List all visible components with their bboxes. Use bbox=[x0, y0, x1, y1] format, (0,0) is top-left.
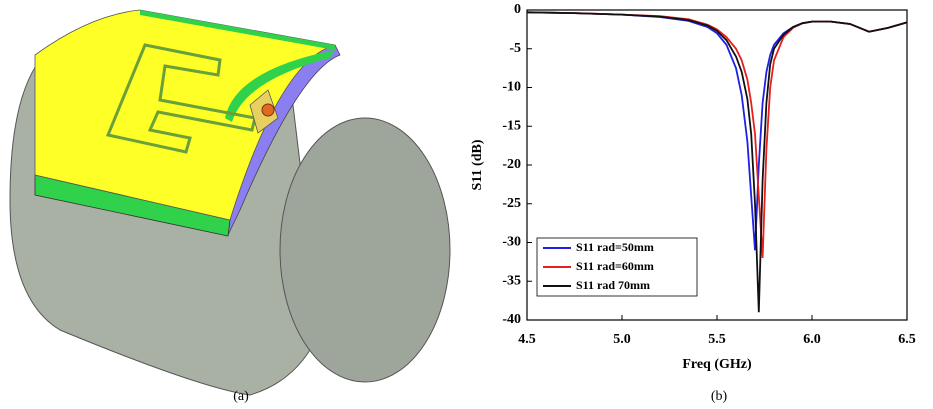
x-axis-label: Freq (GHz) bbox=[682, 357, 752, 372]
legend-label: S11 rad=50mm bbox=[576, 240, 654, 254]
series-line bbox=[527, 12, 907, 258]
y-tick-label: -35 bbox=[502, 273, 521, 288]
x-tick-label: 5.5 bbox=[708, 332, 726, 347]
antenna-illustration bbox=[10, 10, 450, 395]
caption: (b) bbox=[711, 389, 728, 404]
y-tick-label: -25 bbox=[502, 196, 521, 211]
y-tick-label: -20 bbox=[502, 157, 521, 172]
legend-label: S11 rad=60mm bbox=[576, 259, 654, 273]
legend-label: S11 rad 70mm bbox=[576, 278, 650, 292]
y-tick-label: -10 bbox=[502, 80, 521, 95]
x-tick-label: 6.0 bbox=[803, 332, 821, 347]
x-tick-label: 6.5 bbox=[898, 332, 916, 347]
caption: (a) bbox=[233, 389, 249, 404]
figure: (a) (b) Freq (GHz) S11 (dB) 0 -5 -10 -15 -20… bbox=[0, 0, 933, 409]
x-tick-label: 5.0 bbox=[613, 332, 631, 347]
series-line bbox=[527, 12, 907, 250]
y-tick-label: -40 bbox=[502, 312, 521, 327]
y-tick-label: -5 bbox=[509, 41, 521, 56]
x-tick-label: 4.5 bbox=[518, 332, 536, 347]
y-tick-label: 0 bbox=[514, 2, 521, 17]
y-tick-label: -30 bbox=[502, 235, 521, 250]
y-axis-label: S11 (dB) bbox=[470, 139, 485, 190]
y-tick-label: -15 bbox=[502, 118, 521, 133]
